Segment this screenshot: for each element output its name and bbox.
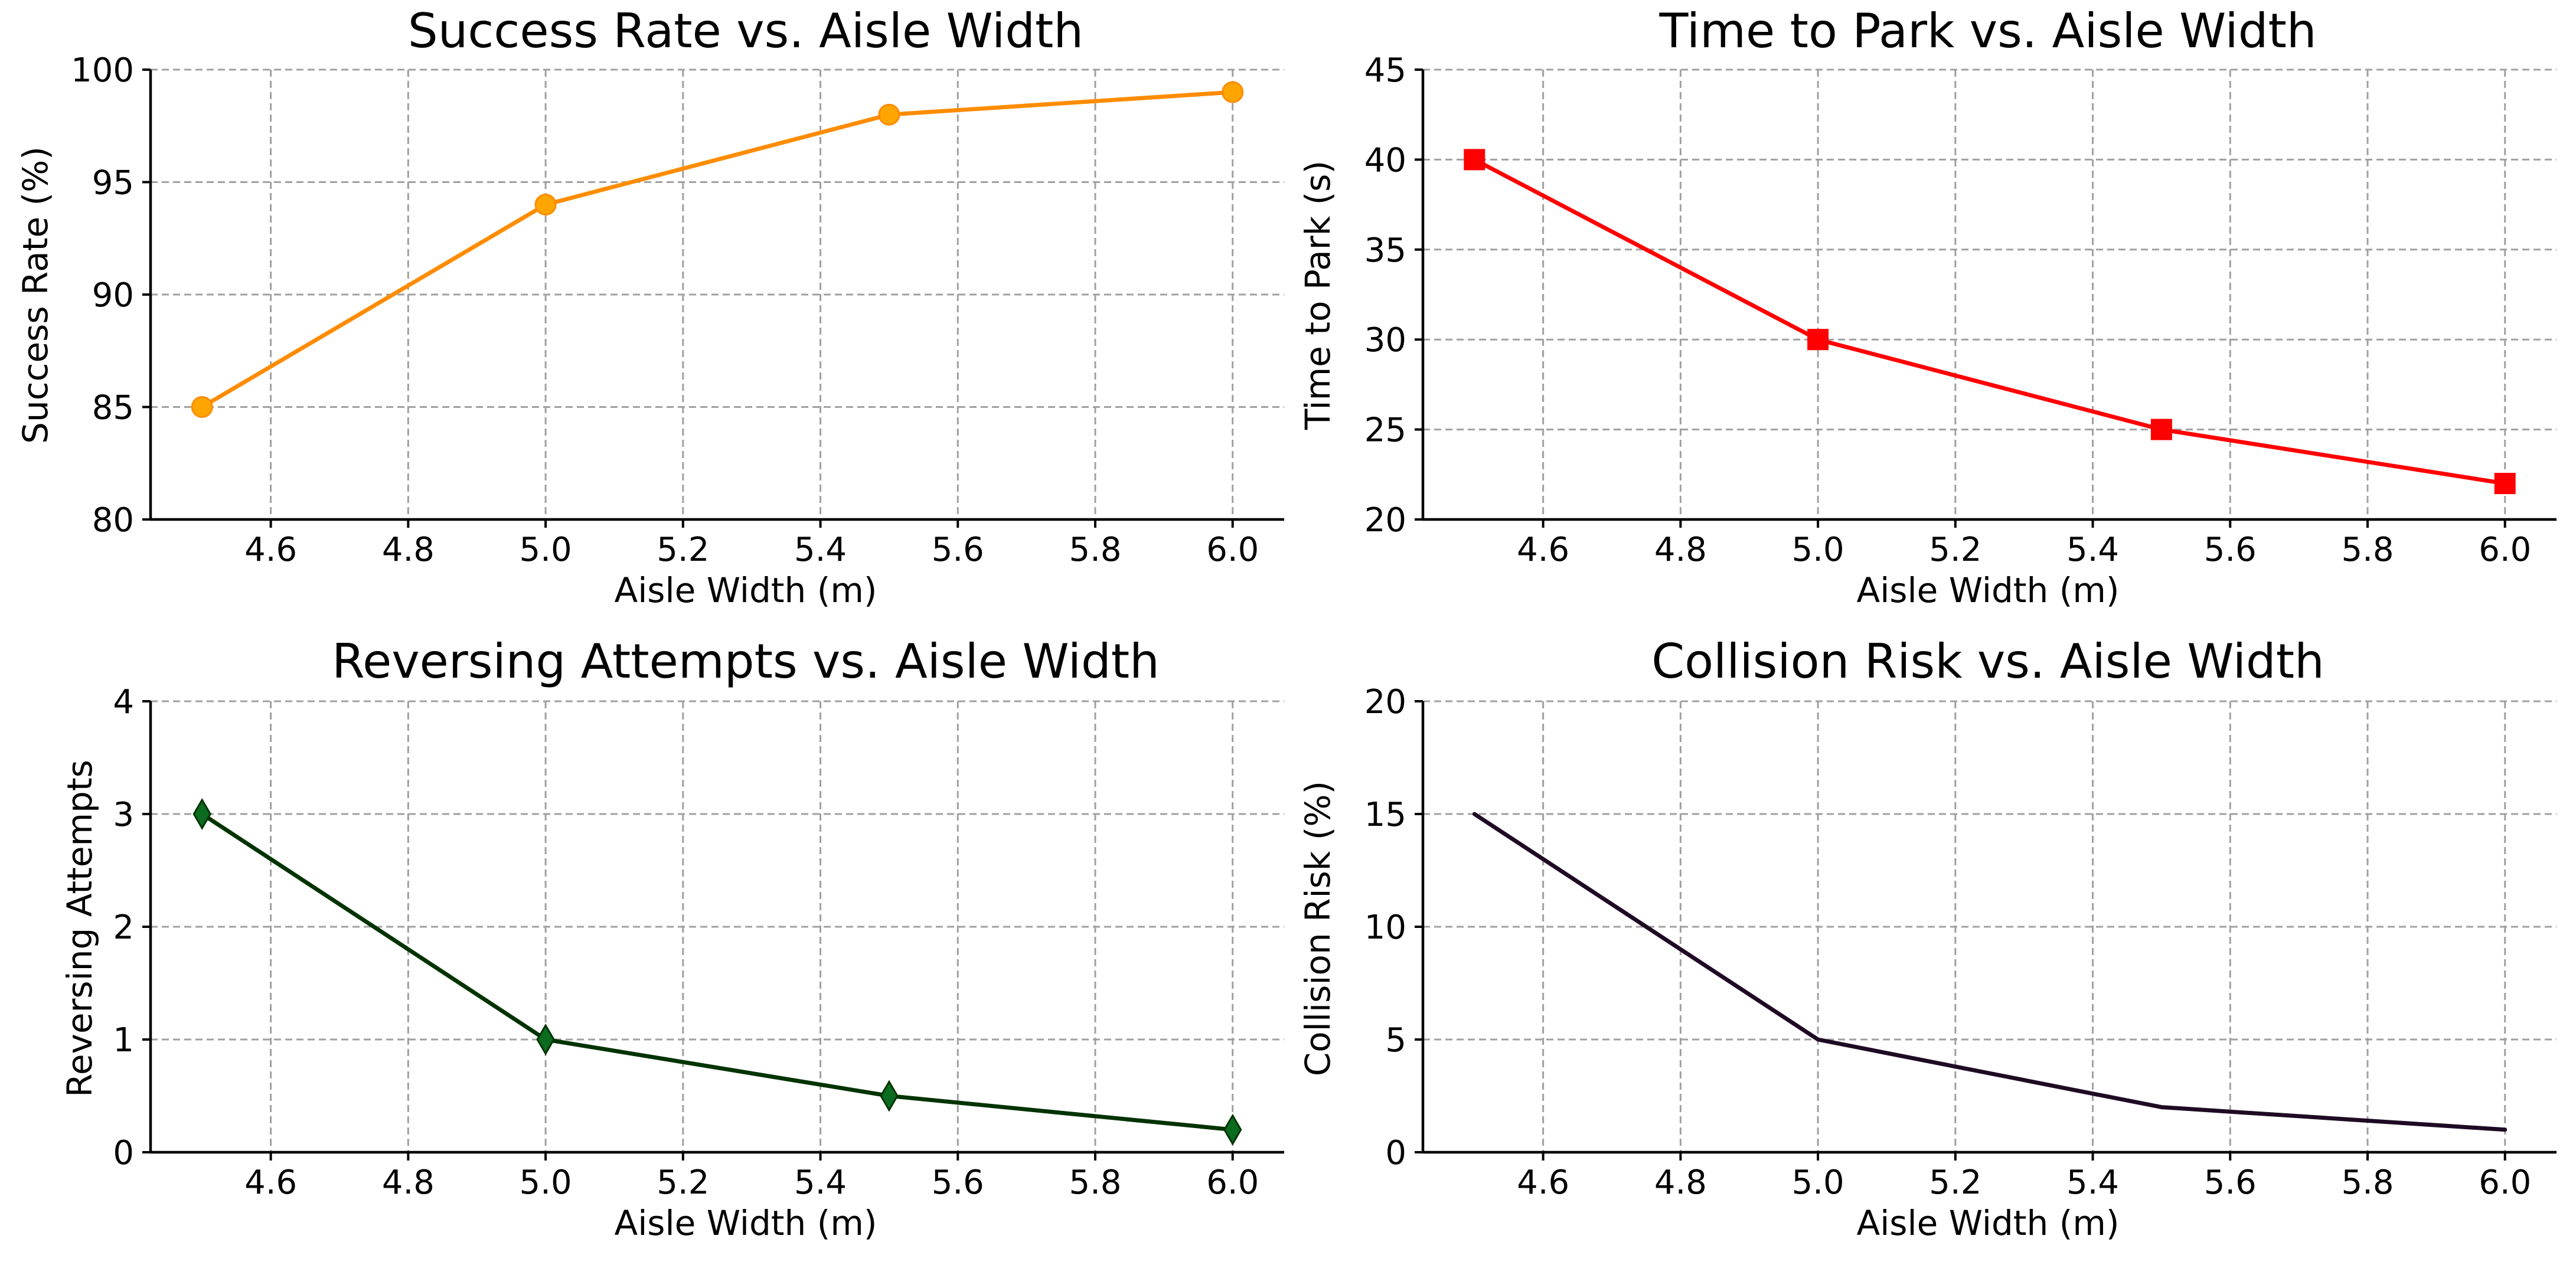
y-tick-label: 15 <box>1364 796 1406 834</box>
y-tick-label: 85 <box>92 389 134 427</box>
data-point <box>191 396 213 418</box>
series-line <box>200 90 1235 409</box>
x-tick-label: 4.6 <box>1517 531 1569 569</box>
x-tick-label: 4.6 <box>1517 1163 1569 1202</box>
data-point <box>880 1080 899 1112</box>
series-line <box>200 812 1235 1132</box>
y-tick-label: 20 <box>1364 683 1406 721</box>
panel-title: Success Rate vs. Aisle Width <box>408 4 1083 58</box>
y-tick-label: 35 <box>1364 231 1406 270</box>
x-tick-label: 5.8 <box>2341 531 2394 569</box>
x-tick-label: 4.6 <box>244 531 297 569</box>
data-point <box>536 1024 555 1055</box>
panel-collision-risk: Collision Risk vs. Aisle Width Aisle Wid… <box>1298 634 2557 1243</box>
x-axis-label: Aisle Width (m) <box>615 570 877 610</box>
x-tick-label: 5.2 <box>657 1163 709 1202</box>
x-tick-label: 5.6 <box>2204 531 2257 569</box>
y-tick-label: 0 <box>1385 1134 1406 1172</box>
x-tick-label: 5.2 <box>1929 1163 1981 1202</box>
panel-title: Collision Risk vs. Aisle Width <box>1651 634 2324 689</box>
x-tick-label: 5.0 <box>520 1163 572 1202</box>
data-point <box>534 194 557 216</box>
y-tick-label: 30 <box>1364 321 1406 359</box>
y-axis-label: Reversing Attempts <box>60 760 100 1097</box>
x-tick-label: 4.8 <box>382 531 435 569</box>
x-tick-label: 5.4 <box>794 1163 847 1202</box>
x-axis-label: Aisle Width (m) <box>1857 1203 2120 1243</box>
y-tick-label: 100 <box>71 51 134 90</box>
y-tick-label: 5 <box>1385 1021 1406 1060</box>
x-axis-label: Aisle Width (m) <box>615 1203 877 1243</box>
x-tick-label: 5.2 <box>1929 531 1981 569</box>
panel-time-to-park: Time to Park vs. Aisle Width Aisle Width… <box>1298 4 2557 610</box>
x-tick-label: 5.4 <box>2066 1163 2119 1202</box>
panel-reversing-attempts: Reversing Attempts vs. Aisle Width Aisle… <box>60 634 1284 1243</box>
y-tick-label: 2 <box>113 908 134 947</box>
y-axis-label: Collision Risk (%) <box>1298 781 1338 1076</box>
x-tick-label: 4.8 <box>1654 1163 1707 1202</box>
y-tick-label: 1 <box>113 1021 134 1060</box>
x-tick-label: 5.0 <box>1792 1163 1844 1202</box>
y-tick-label: 95 <box>92 164 134 202</box>
x-tick-label: 5.6 <box>932 531 984 569</box>
data-point <box>1464 149 1485 171</box>
y-tick-label: 10 <box>1364 908 1406 947</box>
y-axis-label: Time to Park (s) <box>1298 161 1338 430</box>
x-tick-label: 5.4 <box>794 531 847 569</box>
plot-area: 4.6 4.8 5.0 5.2 5.4 5.6 5.8 6.0 80 85 90 95 100 <box>71 51 1284 569</box>
series-line <box>1472 812 2508 1132</box>
panel-title: Time to Park vs. Aisle Width <box>1658 4 2316 58</box>
plot-area: 4.6 4.8 5.0 5.2 5.4 5.6 5.8 6.0 20 25 30 35 40 45 <box>1364 51 2557 569</box>
x-tick-label: 5.6 <box>932 1163 984 1202</box>
y-axis-label: Success Rate (%) <box>15 146 55 444</box>
x-tick-label: 5.0 <box>1792 531 1844 569</box>
x-tick-label: 6.0 <box>1206 1163 1259 1202</box>
x-tick-label: 6.0 <box>1206 531 1259 569</box>
x-tick-label: 5.4 <box>2066 531 2119 569</box>
x-tick-label: 5.8 <box>1069 1163 1121 1202</box>
plot-area: 4.6 4.8 5.0 5.2 5.4 5.6 5.8 6.0 0 5 10 15 20 <box>1364 683 2557 1202</box>
data-point <box>1807 329 1829 351</box>
x-tick-label: 6.0 <box>2479 1163 2531 1202</box>
x-tick-label: 5.8 <box>1069 531 1121 569</box>
y-tick-label: 25 <box>1364 411 1406 450</box>
y-tick-label: 80 <box>92 501 134 540</box>
y-tick-label: 20 <box>1364 501 1406 540</box>
y-tick-label: 3 <box>113 796 134 834</box>
data-point <box>2494 473 2516 495</box>
x-tick-label: 4.8 <box>382 1163 435 1202</box>
data-point <box>878 103 900 126</box>
y-tick-label: 90 <box>92 276 134 315</box>
x-tick-label: 4.8 <box>1654 531 1707 569</box>
x-tick-label: 4.6 <box>244 1163 297 1202</box>
y-tick-label: 0 <box>113 1134 134 1172</box>
x-tick-label: 5.2 <box>657 531 709 569</box>
x-tick-label: 6.0 <box>2479 531 2531 569</box>
x-axis-label: Aisle Width (m) <box>1857 570 2120 610</box>
x-tick-label: 5.0 <box>520 531 572 569</box>
data-point <box>1222 81 1244 103</box>
x-tick-label: 5.6 <box>2204 1163 2257 1202</box>
x-tick-label: 5.8 <box>2341 1163 2394 1202</box>
y-tick-label: 4 <box>113 683 134 721</box>
plot-area: 4.6 4.8 5.0 5.2 5.4 5.6 5.8 6.0 0 1 2 3 4 <box>113 683 1284 1202</box>
data-point <box>192 798 212 830</box>
panel-title: Reversing Attempts vs. Aisle Width <box>332 634 1160 689</box>
data-point <box>2150 419 2172 440</box>
panel-success-rate: Success Rate vs. Aisle Width Aisle Width… <box>15 4 1284 610</box>
data-point <box>1223 1113 1242 1146</box>
y-tick-label: 45 <box>1364 51 1406 90</box>
series-line <box>1472 157 2508 486</box>
y-tick-label: 40 <box>1364 141 1406 179</box>
